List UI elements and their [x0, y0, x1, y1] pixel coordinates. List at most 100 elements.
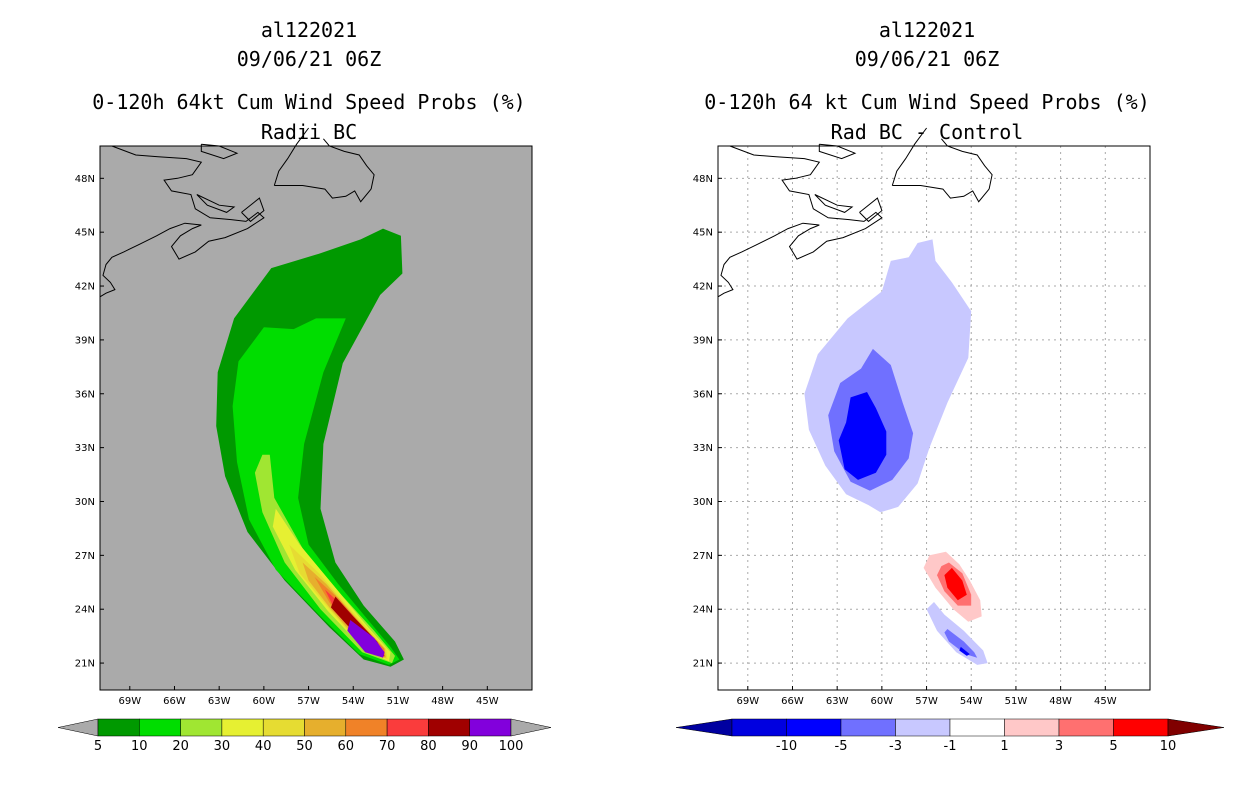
left-ytick-label-3: 30N	[75, 497, 95, 508]
right-coastline-1	[891, 127, 928, 186]
right-coastline-6	[859, 197, 883, 223]
left-colorbar-swatch-2	[180, 718, 223, 737]
left-xtick-label-7: 48W	[431, 696, 454, 707]
left-title-main: 0-120h 64kt Cum Wind Speed Probs (%)	[92, 90, 526, 114]
right-colorbar-swatch-2	[840, 718, 896, 737]
right-map-chart: 69W 66W 63W 60W 57W 54W 51W 48W 45W 21N 24N 27N 30N 3…	[675, 127, 1225, 754]
left-colorbar-swatch-3	[221, 718, 264, 737]
right-contour-6	[926, 602, 988, 665]
left-coastline-0	[99, 145, 265, 298]
left-colorbar-swatch-4	[262, 718, 305, 737]
right-colorbar-label-5: 3	[1055, 739, 1063, 754]
left-xtick-label-4: 57W	[297, 696, 320, 707]
right-ytick-label-7: 42N	[693, 282, 713, 293]
left-xtick-label-6: 51W	[387, 696, 410, 707]
left-colorbar-swatch-7	[386, 718, 429, 737]
left-xtick-label-0: 69W	[118, 696, 141, 707]
right-colorbar-swatch-6	[1058, 718, 1114, 737]
left-colorbar-label-7: 70	[379, 739, 396, 754]
right-ytick-label-9: 48N	[693, 174, 713, 185]
left-ytick-label-8: 45N	[75, 228, 95, 239]
left-coastline-1	[273, 127, 310, 186]
right-title-main: 0-120h 64 kt Cum Wind Speed Probs (%)	[704, 90, 1150, 114]
left-xtick-label-3: 60W	[253, 696, 276, 707]
left-colorbar-swatch-6	[345, 718, 388, 737]
left-xtick-label-8: 45W	[476, 696, 499, 707]
left-contour-1	[232, 318, 400, 665]
right-ytick-label-6: 39N	[693, 335, 713, 346]
left-ytick-label-4: 33N	[75, 443, 95, 454]
right-title-storm: al122021	[878, 18, 976, 42]
right-contour-5	[944, 567, 967, 601]
left-xtick-label-1: 66W	[163, 696, 186, 707]
right-ytick-label-4: 33N	[693, 443, 713, 454]
right-contour-8	[959, 646, 970, 656]
right-colorbar-swatch-7	[1113, 718, 1169, 737]
left-colorbar-label-2: 20	[172, 739, 189, 754]
right-colorbar-swatch-4	[949, 718, 1005, 737]
left-ytick-label-5: 36N	[75, 389, 95, 400]
right-xtick-label-4: 57W	[915, 696, 938, 707]
right-colorbar-swatch-5	[1004, 718, 1060, 737]
right-ytick-label-5: 36N	[693, 389, 713, 400]
right-xtick-label-1: 66W	[781, 696, 804, 707]
left-colorbar-label-5: 50	[296, 739, 313, 754]
right-coastline-0	[717, 145, 883, 298]
left-ytick-label-0: 21N	[75, 659, 95, 670]
right-title-date: 09/06/21 06Z	[854, 47, 1000, 71]
left-coastline-6	[241, 197, 265, 223]
left-colorbar-swatch-1	[139, 718, 181, 737]
right-coastline-5	[814, 194, 854, 213]
left-colorbar-label-9: 90	[461, 739, 478, 754]
left-title-storm: al122021	[260, 18, 358, 42]
left-coastline-2	[274, 185, 372, 203]
right-colorbar-swatch-3	[895, 718, 951, 737]
right-title-sub: Rad BC - Control	[830, 120, 1024, 144]
left-colorbar-label-10: 100	[499, 739, 524, 754]
left-colorbar-swatch-0	[97, 718, 140, 737]
right-xtick-label-7: 48W	[1049, 696, 1072, 707]
right-colorbar-low-arrow	[675, 718, 733, 737]
left-colorbar-label-4: 40	[255, 739, 272, 754]
right-colorbar-label-2: -3	[889, 739, 902, 754]
right-contour-7	[944, 629, 978, 658]
right-colorbar-label-3: -1	[944, 739, 957, 754]
right-ytick-label-3: 30N	[693, 497, 713, 508]
left-map-chart: 69W 66W 63W 60W 57W 54W 51W 48W 45W 21N 24N 27N 30N 3…	[57, 127, 552, 754]
left-ytick-label-9: 48N	[75, 174, 95, 185]
left-colorbar-swatch-8	[428, 718, 470, 737]
right-colorbar-label-1: -5	[835, 739, 848, 754]
right-coastline-2	[892, 185, 990, 203]
right-colorbar-label-7: 10	[1160, 739, 1177, 754]
right-xtick-label-8: 45W	[1094, 696, 1117, 707]
left-colorbar-label-8: 80	[420, 739, 437, 754]
right-xtick-label-0: 69W	[736, 696, 759, 707]
right-ytick-label-1: 24N	[693, 605, 713, 616]
left-plot-frame	[99, 145, 533, 691]
left-ytick-label-7: 42N	[75, 282, 95, 293]
right-ytick-label-2: 27N	[693, 551, 713, 562]
left-colorbar-swatch-5	[304, 718, 347, 737]
left-colorbar-high-arrow	[510, 718, 552, 737]
left-ytick-label-6: 39N	[75, 335, 95, 346]
left-colorbar-label-6: 60	[338, 739, 355, 754]
right-xtick-label-2: 63W	[826, 696, 849, 707]
left-colorbar-low-arrow	[57, 718, 99, 737]
right-colorbar-label-0: -10	[776, 739, 797, 754]
left-ytick-label-2: 27N	[75, 551, 95, 562]
right-ytick-label-8: 45N	[693, 228, 713, 239]
right-colorbar-high-arrow	[1167, 718, 1225, 737]
right-xtick-label-3: 60W	[871, 696, 894, 707]
right-contour-2	[838, 392, 887, 480]
left-xtick-label-5: 54W	[342, 696, 365, 707]
left-panel: al122021 09/06/21 06Z 0-120h 64kt Cum Wi…	[57, 18, 552, 754]
left-colorbar-label-1: 10	[131, 739, 148, 754]
right-colorbar-label-6: 5	[1109, 739, 1117, 754]
left-xtick-label-2: 63W	[208, 696, 231, 707]
left-colorbar-label-3: 30	[214, 739, 231, 754]
right-colorbar-label-4: 1	[1000, 739, 1008, 754]
left-contour-9	[347, 620, 385, 658]
left-title-date: 09/06/21 06Z	[236, 47, 382, 71]
left-colorbar-swatch-9	[469, 718, 512, 737]
left-title-sub: Radii BC	[260, 120, 358, 144]
